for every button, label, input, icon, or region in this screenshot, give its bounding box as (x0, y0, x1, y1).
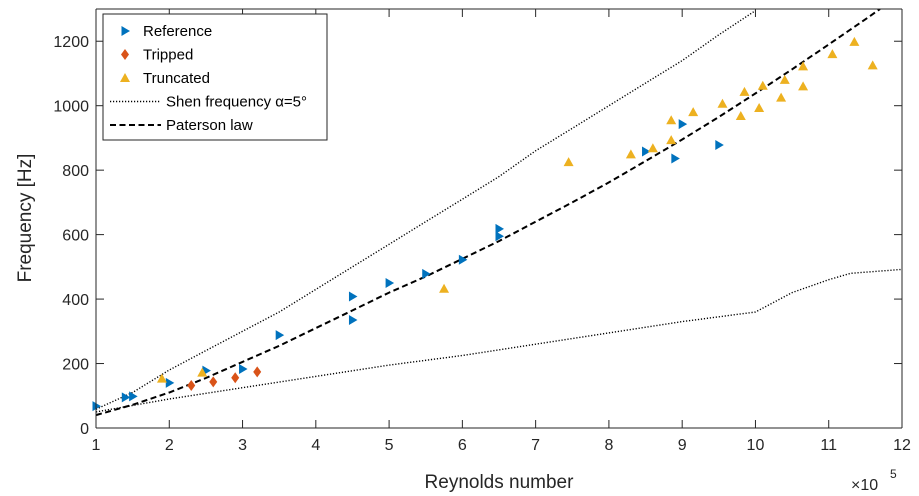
reference-point-14 (495, 223, 504, 234)
x-tick-label: 4 (311, 437, 320, 454)
truncated-point-2 (197, 367, 208, 377)
x-tick-label: 2 (165, 437, 174, 454)
reference-point-9 (348, 291, 358, 302)
legend: Reference Tripped Truncated Shen frequency … (102, 13, 328, 141)
truncated-point-9 (688, 107, 699, 117)
x-multiplier-base: ×10 (851, 477, 878, 494)
legend-entry-tripped: Tripped (121, 47, 193, 64)
legend-entry-truncated: Truncated (120, 70, 210, 87)
y-tick-label: 200 (62, 357, 89, 374)
reference-point-2 (121, 392, 131, 403)
truncated-point-10 (717, 98, 728, 108)
truncated-point-5 (625, 149, 636, 159)
truncated-point-8 (666, 115, 677, 125)
truncated-point-4 (563, 157, 574, 167)
x-tick-label: 8 (604, 437, 613, 454)
x-tick-label: 12 (893, 437, 911, 454)
truncated-point-17 (798, 81, 809, 91)
reference-point-7 (275, 330, 285, 341)
tripped-point-2 (209, 376, 218, 388)
legend-marker-tripped (121, 49, 129, 60)
legend-label-reference: Reference (143, 23, 212, 40)
legend-label-tripped: Tripped (143, 47, 193, 64)
x-tick-label: 11 (820, 437, 837, 454)
legend-marker-truncated (120, 73, 130, 82)
truncated-point-7 (666, 135, 677, 145)
legend-entry-reference: Reference (121, 23, 212, 40)
shen-frequency-5-line-2 (96, 268, 902, 413)
truncated-point-21 (867, 60, 878, 70)
x-tick-label: 7 (531, 437, 540, 454)
truncated-point-20 (849, 36, 860, 46)
legend-label-paterson-law: Paterson law (166, 117, 253, 134)
y-tick-label: 1000 (53, 99, 89, 116)
y-tick-label: 1200 (53, 34, 89, 51)
truncated-point-6 (647, 143, 658, 153)
x-tick-label: 3 (238, 437, 247, 454)
x-tick-label: 5 (385, 437, 394, 454)
x-tick-label: 9 (678, 437, 687, 454)
truncated-point-11 (735, 111, 746, 121)
tripped-point-1 (187, 379, 196, 391)
reference-point-15 (642, 146, 651, 157)
x-tick-label: 1 (92, 437, 101, 454)
truncated-point-13 (754, 102, 765, 112)
y-axis-label: Frequency [Hz] (15, 154, 36, 283)
truncated-point-1 (156, 373, 167, 383)
legend-marker-reference (121, 26, 130, 36)
shen-frequency-5-line-1 (96, 10, 756, 410)
y-tick-label: 800 (62, 163, 89, 180)
reference-point-17 (678, 119, 688, 130)
reference-point-3 (129, 391, 138, 402)
reference-point-16 (671, 153, 680, 164)
tripped-point-4 (253, 366, 262, 378)
legend-box (102, 13, 328, 141)
legend-label-truncated: Truncated (143, 70, 210, 87)
legend-label-shen-frequency-5: Shen frequency α=5° (166, 94, 307, 111)
truncated-point-19 (827, 49, 838, 59)
x-tick-label: 6 (458, 437, 467, 454)
legend-entry-paterson-law: Paterson law (110, 117, 253, 134)
truncated-point-3 (439, 283, 450, 293)
reference-point-6 (239, 364, 248, 375)
reference-point-1 (92, 401, 101, 412)
truncated-point-12 (739, 86, 750, 96)
reference-point-11 (422, 268, 431, 279)
truncated-point-16 (779, 74, 790, 84)
reference-point-10 (385, 277, 395, 288)
x-tick-label: 10 (747, 437, 765, 454)
x-multiplier: ×10 5 (851, 467, 897, 494)
x-multiplier-exponent: 5 (890, 467, 897, 481)
reference-point-18 (715, 140, 724, 151)
reference-point-12 (458, 254, 468, 265)
y-tick-label: 400 (62, 292, 89, 309)
truncated-point-15 (776, 92, 787, 102)
legend-entry-shen-frequency-5: Shen frequency α=5° (110, 94, 307, 111)
reference-point-4 (165, 377, 175, 388)
truncated-point-14 (757, 80, 768, 90)
reference-point-13 (495, 231, 504, 242)
y-tick-label: 600 (62, 228, 89, 245)
truncated-point-18 (798, 61, 809, 71)
x-axis-label: Reynolds number (425, 472, 575, 493)
paterson-law-line-1 (96, 9, 881, 417)
tripped-point-3 (231, 372, 240, 384)
y-tick-label: 0 (80, 421, 89, 438)
reference-point-8 (348, 315, 358, 326)
